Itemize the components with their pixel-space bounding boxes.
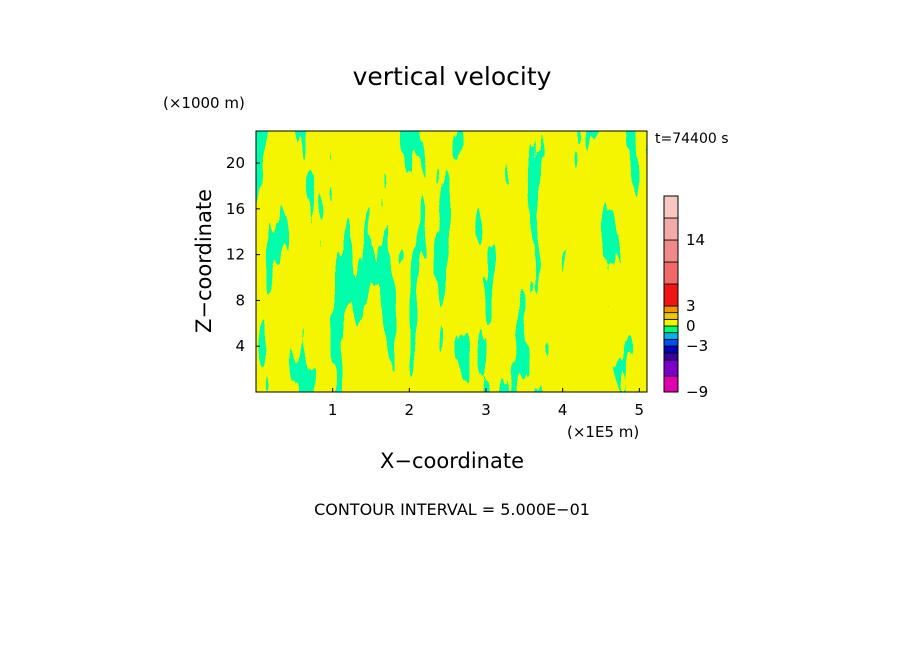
colorbar-band <box>663 217 679 241</box>
plot-frame <box>255 130 648 393</box>
chart-title: vertical velocity <box>353 62 552 91</box>
colorbar-band <box>663 352 679 361</box>
colorbar-band <box>663 283 679 307</box>
y-tick-label: 12 <box>226 246 245 264</box>
y-axis-ticks: 4 8 12 16 20 <box>226 154 260 355</box>
colorbar-band <box>663 325 679 334</box>
colorbar-tick-label: −9 <box>686 383 708 401</box>
y-tick-label: 20 <box>226 154 245 172</box>
colorbar-band <box>663 312 679 320</box>
colorbar-band <box>663 318 679 327</box>
colorbar-band <box>663 195 679 219</box>
colorbar-tick-label: −3 <box>686 337 708 355</box>
colorbar-band <box>663 375 679 393</box>
x-unit-label: (×1E5 m) <box>567 423 639 441</box>
colorbar-band <box>663 338 679 347</box>
colorbar-tick-label: 3 <box>686 297 696 315</box>
updraft-region <box>548 203 620 392</box>
colorbar-band <box>663 239 679 263</box>
plot-area <box>256 131 647 392</box>
x-tick-label: 2 <box>405 401 415 419</box>
x-axis-label: X−coordinate <box>380 449 524 473</box>
time-label: t=74400 s <box>655 131 729 147</box>
x-tick-label: 3 <box>481 401 491 419</box>
x-tick-label: 5 <box>635 401 645 419</box>
colorbar-band <box>663 305 679 314</box>
colorbar-band <box>663 359 679 377</box>
y-axis-label: Z−coordinate <box>192 189 216 333</box>
x-axis-ticks: 1 2 3 4 5 <box>328 388 644 419</box>
colorbar: 14 3 0 −3 −9 <box>663 195 708 401</box>
y-tick-label: 16 <box>226 200 245 218</box>
colorbar-tick-label: 0 <box>686 317 696 335</box>
colorbar-band <box>663 345 679 354</box>
x-tick-label: 1 <box>328 401 338 419</box>
contour-interval-note: CONTOUR INTERVAL = 5.000E−01 <box>314 500 590 519</box>
x-tick-label: 4 <box>558 401 568 419</box>
y-tick-label: 8 <box>235 291 245 309</box>
colorbar-band <box>663 332 679 340</box>
colorbar-tick-label: 14 <box>686 231 705 249</box>
y-unit-label: (×1000 m) <box>163 94 245 112</box>
colorbar-band <box>663 261 679 285</box>
colorbar-frame <box>663 195 679 393</box>
y-tick-label: 4 <box>235 337 245 355</box>
